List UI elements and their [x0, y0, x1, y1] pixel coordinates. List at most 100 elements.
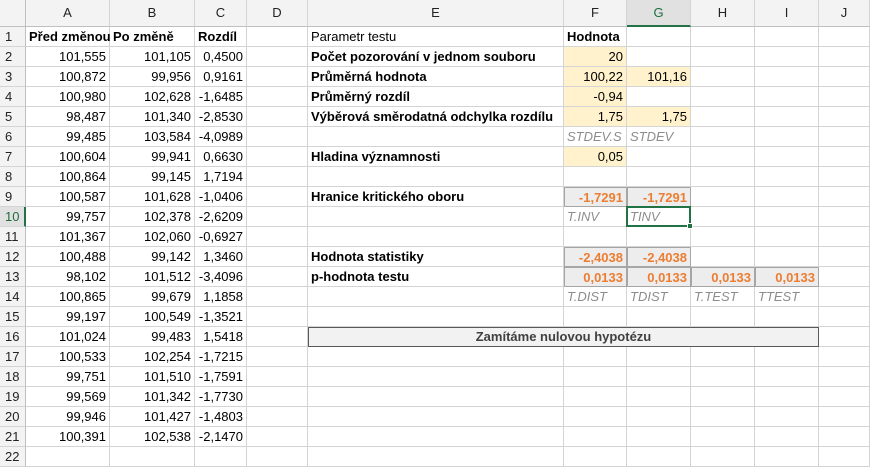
grid-cell[interactable] — [627, 47, 691, 67]
count-label[interactable]: Počet pozorování v jednom souboru — [308, 47, 564, 67]
grid-cell[interactable] — [627, 427, 691, 447]
grid-cell[interactable] — [247, 227, 308, 247]
column-header-g[interactable]: G — [627, 0, 691, 27]
grid-cell[interactable] — [247, 287, 308, 307]
grid-cell[interactable] — [691, 67, 755, 87]
data-cell-rozdil[interactable]: 0,6630 — [195, 147, 247, 167]
data-cell-pred[interactable]: 100,604 — [26, 147, 110, 167]
data-cell-rozdil[interactable]: -2,6209 — [195, 207, 247, 227]
row-header-5[interactable]: 5 — [0, 107, 26, 127]
row-header-12[interactable]: 12 — [0, 247, 26, 267]
data-cell-po[interactable]: 102,628 — [110, 87, 195, 107]
data-cell-rozdil[interactable]: 0,9161 — [195, 67, 247, 87]
grid-cell[interactable] — [247, 387, 308, 407]
data-cell-pred[interactable]: 99,485 — [26, 127, 110, 147]
grid-cell[interactable] — [627, 307, 691, 327]
grid-cell[interactable] — [247, 27, 308, 47]
grid-cell[interactable] — [247, 307, 308, 327]
grid-cell[interactable] — [819, 87, 870, 107]
grid-cell[interactable] — [627, 87, 691, 107]
grid-cell[interactable] — [691, 147, 755, 167]
grid-cell[interactable] — [691, 427, 755, 447]
grid-cell[interactable] — [819, 367, 870, 387]
grid-cell[interactable] — [691, 87, 755, 107]
data-cell-po[interactable]: 99,145 — [110, 167, 195, 187]
grid-cell[interactable] — [308, 307, 564, 327]
p-value-ttest[interactable]: 0,0133 — [755, 267, 819, 287]
data-cell-po[interactable]: 101,342 — [110, 387, 195, 407]
column-header-i[interactable]: I — [755, 0, 819, 27]
grid-cell[interactable] — [247, 187, 308, 207]
data-cell-po[interactable]: 101,628 — [110, 187, 195, 207]
grid-cell[interactable] — [755, 407, 819, 427]
grid-cell[interactable] — [247, 147, 308, 167]
column-header-c[interactable]: C — [195, 0, 247, 27]
grid-cell[interactable] — [247, 427, 308, 447]
count-value[interactable]: 20 — [564, 47, 627, 67]
stdev-label[interactable]: Výběrová směrodatná odchylka rozdílu — [308, 107, 564, 127]
grid-cell[interactable] — [755, 127, 819, 147]
grid-cell[interactable] — [755, 307, 819, 327]
data-cell-rozdil[interactable]: -3,4096 — [195, 267, 247, 287]
grid-cell[interactable] — [755, 447, 819, 467]
grid-cell[interactable] — [247, 267, 308, 287]
header-rozdil[interactable]: Rozdíl — [195, 27, 247, 47]
row-header-18[interactable]: 18 — [0, 367, 26, 387]
grid-cell[interactable] — [691, 207, 755, 227]
grid-cell[interactable] — [691, 387, 755, 407]
grid-cell[interactable] — [308, 127, 564, 147]
grid-cell[interactable] — [308, 387, 564, 407]
data-cell-pred[interactable]: 100,864 — [26, 167, 110, 187]
data-cell-rozdil[interactable]: -2,8530 — [195, 107, 247, 127]
data-cell-po[interactable]: 102,538 — [110, 427, 195, 447]
data-cell-pred[interactable]: 100,865 — [26, 287, 110, 307]
data-cell-pred[interactable]: 99,751 — [26, 367, 110, 387]
grid-cell[interactable] — [691, 187, 755, 207]
function-hint-stdev[interactable]: STDEV — [627, 127, 691, 147]
p-value-t-dist[interactable]: 0,0133 — [564, 267, 627, 287]
grid-cell[interactable] — [819, 427, 870, 447]
function-hint-ttest[interactable]: TTEST — [755, 287, 819, 307]
grid-cell[interactable] — [691, 347, 755, 367]
grid-cell[interactable] — [691, 167, 755, 187]
function-hint-t-dist[interactable]: T.DIST — [564, 287, 627, 307]
grid-cell[interactable] — [691, 247, 755, 267]
grid-cell[interactable] — [627, 367, 691, 387]
header-pred-zmenou[interactable]: Před změnou — [26, 27, 111, 47]
grid-cell[interactable] — [691, 107, 755, 127]
grid-cell[interactable] — [247, 107, 308, 127]
data-cell-pred[interactable]: 100,872 — [26, 67, 110, 87]
grid-cell[interactable] — [819, 227, 870, 247]
grid-cell[interactable] — [819, 347, 870, 367]
grid-cell[interactable] — [564, 227, 627, 247]
grid-cell[interactable] — [564, 307, 627, 327]
grid-cell[interactable] — [755, 87, 819, 107]
grid-cell[interactable] — [247, 367, 308, 387]
p-value-t-test[interactable]: 0,0133 — [691, 267, 755, 287]
data-cell-rozdil[interactable]: -1,3521 — [195, 307, 247, 327]
grid-cell[interactable] — [755, 47, 819, 67]
data-cell-rozdil[interactable]: -1,7730 — [195, 387, 247, 407]
grid-cell[interactable] — [819, 287, 870, 307]
row-header-3[interactable]: 3 — [0, 67, 26, 87]
row-header-10[interactable]: 10 — [0, 207, 26, 227]
column-header-h[interactable]: H — [691, 0, 755, 27]
grid-cell[interactable] — [627, 407, 691, 427]
data-cell-rozdil[interactable]: 1,3460 — [195, 247, 247, 267]
grid-cell[interactable] — [691, 307, 755, 327]
column-header-e[interactable]: E — [308, 0, 564, 27]
statistic-value-2[interactable]: -2,4038 — [627, 247, 691, 267]
data-cell-rozdil[interactable]: -2,1470 — [195, 427, 247, 447]
data-cell-rozdil[interactable]: -0,6927 — [195, 227, 247, 247]
grid-cell[interactable] — [819, 267, 870, 287]
grid-cell[interactable] — [564, 407, 627, 427]
grid-cell[interactable] — [755, 347, 819, 367]
grid-cell[interactable] — [26, 447, 110, 467]
data-cell-pred[interactable]: 99,946 — [26, 407, 110, 427]
conclusion-banner[interactable]: Zamítáme nulovou hypotézu — [308, 327, 819, 347]
data-cell-pred[interactable]: 99,757 — [26, 207, 110, 227]
data-cell-pred[interactable]: 100,533 — [26, 347, 110, 367]
data-cell-rozdil[interactable]: 0,4500 — [195, 47, 247, 67]
row-header-20[interactable]: 20 — [0, 407, 26, 427]
row-header-21[interactable]: 21 — [0, 427, 26, 447]
